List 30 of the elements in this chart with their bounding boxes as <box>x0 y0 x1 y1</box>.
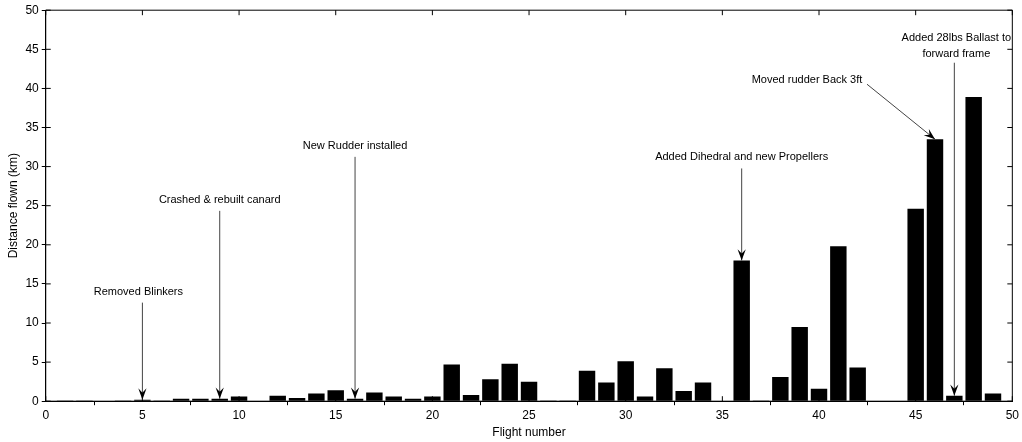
annotation: New Rudder installed <box>302 138 408 151</box>
x-tick-label: 10 <box>232 407 247 422</box>
annotation: Crashed & rebuilt canard <box>158 192 281 205</box>
annotation: Moved rudder Back 3ft <box>751 73 863 86</box>
x-tick-label: 45 <box>908 407 923 422</box>
x-tick-label: 50 <box>1005 407 1020 422</box>
annotation: Removed Blinkers <box>93 284 184 297</box>
y-tick-label: 30 <box>25 158 40 173</box>
x-tick-label: 5 <box>139 407 147 422</box>
x-axis-title: Flight number <box>492 425 566 440</box>
x-tick-label: 15 <box>329 407 343 422</box>
y-tick-label: 25 <box>25 198 40 213</box>
x-tick-label: 25 <box>522 407 537 422</box>
x-tick-label: 0 <box>42 407 50 422</box>
y-axis-title: Distance flown (km) <box>5 153 20 259</box>
y-tick-label: 50 <box>25 2 40 17</box>
annotation: Added Dihedral and new Propellers <box>655 150 829 163</box>
x-tick-label: 30 <box>619 407 633 422</box>
x-tick-label: 35 <box>715 407 730 422</box>
x-tick-label: 20 <box>425 407 440 422</box>
y-tick-label: 0 <box>32 393 40 408</box>
y-tick-label: 20 <box>25 237 40 252</box>
annotation: Added 28lbs Ballast to forward frame <box>901 30 1012 59</box>
y-tick-label: 45 <box>25 41 40 56</box>
y-tick-label: 10 <box>25 315 40 330</box>
y-tick-label: 40 <box>25 80 40 95</box>
y-tick-label: 35 <box>25 119 40 134</box>
y-tick-label: 5 <box>32 354 40 369</box>
y-tick-label: 15 <box>25 276 40 291</box>
x-tick-label: 40 <box>812 407 826 422</box>
